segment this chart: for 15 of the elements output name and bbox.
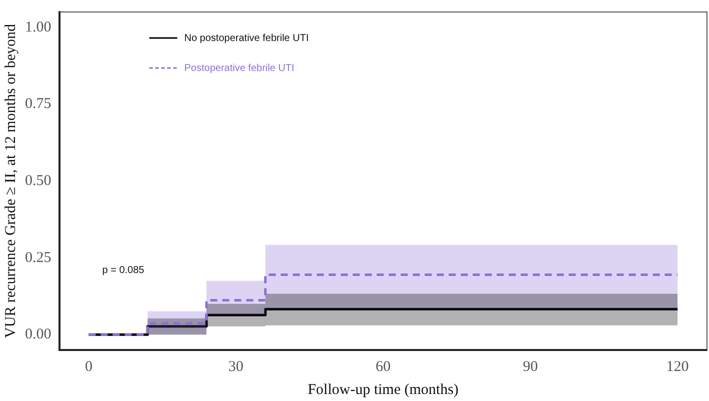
x-tick-label: 120: [666, 358, 689, 375]
x-tick-label: 0: [84, 358, 92, 375]
x-axis-title: Follow-up time (months): [308, 382, 459, 398]
x-tick-label: 90: [522, 358, 538, 375]
legend-label: Postoperative febrile UTI: [184, 62, 294, 74]
y-axis-title: VUR recurrence Grade ≥ II, at 12 months or beyond: [2, 24, 19, 338]
y-tick-label: 0.25: [25, 250, 52, 266]
y-tick-label: 0.00: [25, 326, 52, 343]
y-tick-label: 0.75: [25, 96, 52, 112]
legend-label: No postoperative febrile UTI: [184, 32, 309, 44]
x-tick-label: 60: [376, 358, 391, 375]
annotation: p = 0.085: [102, 264, 145, 276]
x-tick-label: 30: [228, 358, 244, 375]
y-tick-label: 1.00: [25, 19, 52, 36]
y-tick-label: 0.50: [25, 172, 52, 189]
